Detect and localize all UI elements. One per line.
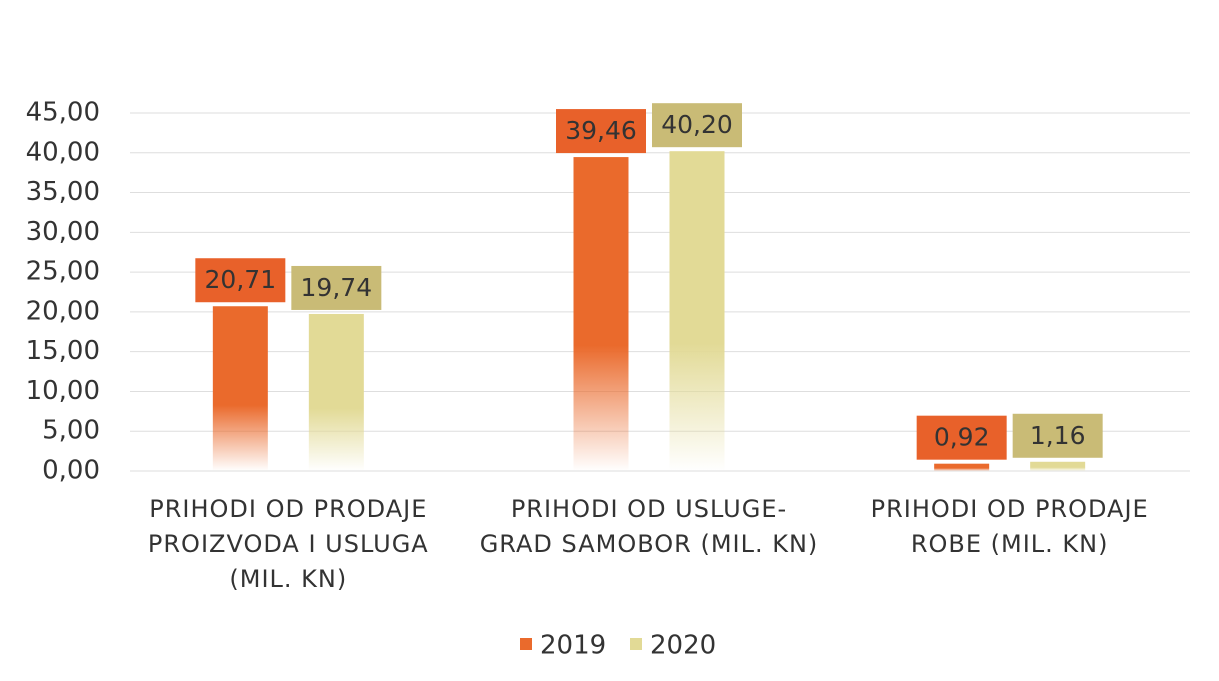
legend-label: 2020 (650, 631, 716, 661)
y-tick-label: 10,00 (26, 376, 100, 406)
value-label: 0,92 (934, 423, 990, 452)
y-tick-label: 25,00 (26, 257, 100, 287)
y-tick-label: 40,00 (26, 137, 100, 167)
value-label-box (195, 258, 286, 303)
value-label: 19,74 (301, 273, 373, 302)
bar (669, 151, 725, 472)
bar (573, 157, 629, 471)
legend-swatch (520, 638, 532, 650)
bar (212, 306, 268, 471)
y-tick-label: 0,00 (42, 456, 100, 486)
value-label-box (556, 109, 646, 154)
x-tick-label: PRIHODI OD PRODAJE PROIZVODA I USLUGA (M… (147, 495, 429, 593)
x-tick-label-box: PRIHODI OD PRODAJE PROIZVODA I USLUGA (M… (147, 495, 429, 593)
value-label: 39,46 (565, 116, 637, 145)
value-label-box (1012, 413, 1103, 458)
x-tick-label-box: PRIHODI OD PRODAJE ROBE (MIL. KN) (870, 495, 1149, 558)
bar (308, 313, 364, 471)
value-label: 1,16 (1030, 421, 1086, 450)
y-tick-label: 20,00 (26, 296, 100, 326)
value-label-box (652, 103, 742, 148)
value-label: 20,71 (205, 265, 277, 294)
bar (1030, 461, 1086, 471)
bar (934, 463, 990, 471)
value-label-box (291, 265, 382, 310)
y-tick-label: 45,00 (26, 98, 100, 128)
x-tick-label: PRIHODI OD PRODAJE ROBE (MIL. KN) (870, 495, 1149, 558)
x-tick-label-box: PRIHODI OD USLUGE-GRAD SAMOBOR (MIL. KN) (479, 495, 819, 558)
legend-swatch (630, 638, 642, 650)
y-tick-label: 35,00 (26, 177, 100, 207)
legend-label: 2019 (540, 631, 606, 661)
x-tick-label: PRIHODI OD USLUGE-GRAD SAMOBOR (MIL. KN) (479, 495, 819, 558)
value-label-box (916, 415, 1007, 460)
y-tick-label: 30,00 (26, 217, 100, 247)
y-tick-label: 5,00 (42, 416, 100, 446)
value-label: 40,20 (661, 110, 733, 139)
y-tick-label: 15,00 (26, 336, 100, 366)
